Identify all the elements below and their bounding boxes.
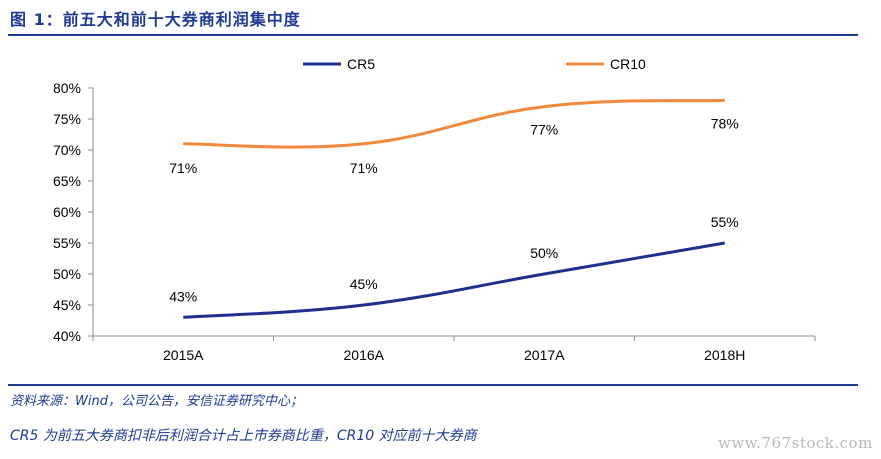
x-tick-label: 2016A [344, 347, 385, 363]
data-label: 77% [530, 122, 558, 138]
y-tick-label: 60% [53, 204, 81, 220]
title-rule [8, 34, 858, 36]
data-label: 71% [169, 160, 197, 176]
legend-label-cr5: CR5 [347, 56, 375, 72]
y-tick-label: 70% [53, 142, 81, 158]
y-tick-label: 55% [53, 235, 81, 251]
series-line-cr5 [183, 241, 726, 319]
y-tick-label: 50% [53, 266, 81, 282]
x-tick-label: 2017A [524, 347, 565, 363]
source-note: 资料来源：Wind，公司公告，安信证券研究中心； [10, 394, 303, 409]
data-label: 71% [350, 160, 378, 176]
footer-rule [8, 384, 858, 386]
x-tick-label: 2018H [704, 347, 745, 363]
data-label: 43% [169, 288, 197, 304]
series-lines [183, 98, 726, 319]
x-tick-labels: 2015A 2016A 2017A 2018H [163, 347, 745, 363]
figure-title: 图 1：前五大和前十大券商利润集中度 [10, 10, 301, 29]
data-label: 78% [711, 115, 739, 131]
y-tick-labels: 40% 45% 50% 55% 60% 65% 70% 75% 80% [53, 80, 81, 344]
data-label: 50% [530, 245, 558, 261]
legend-label-cr10: CR10 [610, 56, 646, 72]
chart-axes [88, 87, 816, 341]
y-tick-label: 40% [53, 328, 81, 344]
data-label: 45% [350, 276, 378, 292]
chart-legend: CR5 CR10 [303, 56, 646, 72]
data-label: 55% [711, 214, 739, 230]
y-tick-label: 80% [53, 80, 81, 96]
x-tick-label: 2015A [163, 347, 204, 363]
y-tick-label: 65% [53, 173, 81, 189]
watermark: www.767stock.com [718, 434, 873, 452]
y-tick-label: 45% [53, 297, 81, 313]
series-line-cr10 [183, 98, 725, 149]
data-labels: 43% 45% 50% 55% 71% 71% 77% 78% [169, 115, 739, 304]
definition-note: CR5 为前五大券商扣非后利润合计占上市券商比重，CR10 对应前十大券商 [10, 428, 477, 444]
line-chart: 40%45%50%55%60%65%70%75%80% 2015A 2016A 20… [53, 56, 816, 363]
y-tick-label: 75% [53, 111, 81, 127]
